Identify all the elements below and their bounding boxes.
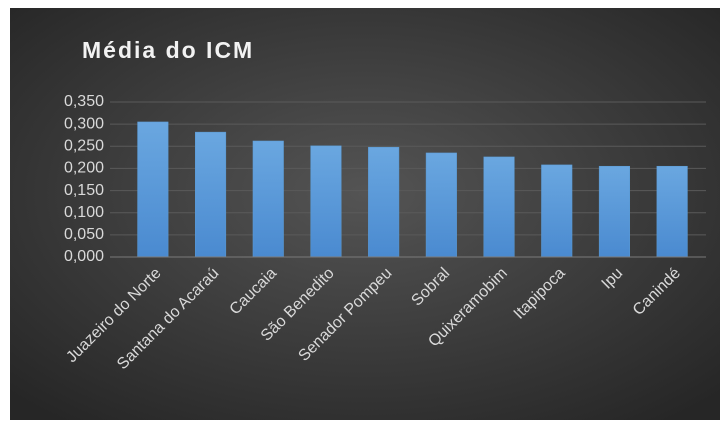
y-tick-label: 0,350 [64,93,104,110]
bar [598,165,630,258]
chart-title: Média do ICM [82,37,254,63]
y-tick-label: 0,100 [64,204,104,221]
y-tick-label: 0,300 [64,115,104,132]
bar [425,152,457,258]
bar [368,146,400,258]
y-tick-label: 0,150 [64,182,104,199]
bar [656,165,688,258]
bar [483,156,515,258]
bar [195,131,227,258]
bar [137,121,169,258]
bar [541,164,573,258]
y-tick-label: 0,050 [64,226,104,243]
y-tick-label: 0,200 [64,160,104,177]
bar [252,140,284,258]
y-tick-label: 0,250 [64,138,104,155]
y-tick-label: 0,000 [64,248,104,265]
bar [310,145,342,258]
